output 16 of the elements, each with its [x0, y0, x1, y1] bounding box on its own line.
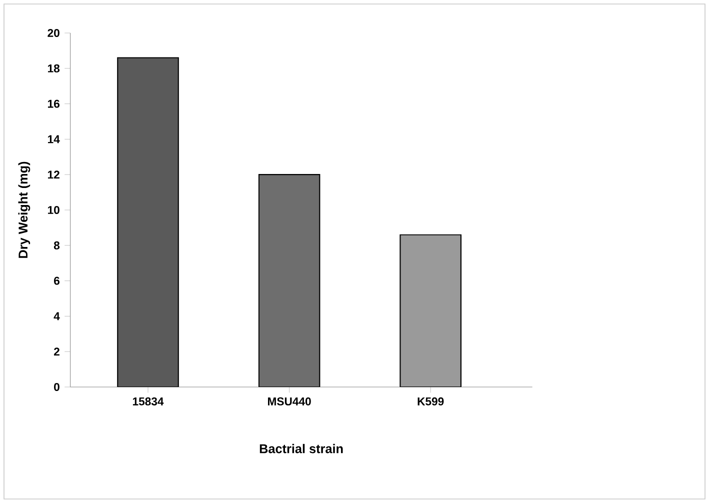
- y-tick-label: 2: [54, 348, 60, 356]
- y-tick-label: 4: [54, 312, 60, 320]
- x-tick-label: MSU440: [268, 397, 311, 406]
- y-tick-label: 6: [54, 276, 60, 285]
- y-tick-label: 8: [54, 241, 60, 250]
- y-tick-label: 10: [48, 206, 60, 214]
- x-axis-title: Bactrial strain: [260, 444, 343, 454]
- y-tick-label: 0: [54, 382, 60, 392]
- y-tick-label: 14: [48, 135, 60, 144]
- y-tick-label: 18: [48, 64, 60, 72]
- x-tick-label: 15834: [132, 397, 164, 406]
- y-tick-label: 12: [48, 170, 60, 179]
- y-axis-title: Dry Weight (mg): [18, 162, 30, 258]
- x-tick-label: K599: [418, 397, 444, 406]
- y-tick-label: 20: [48, 28, 60, 37]
- y-tick-label: 16: [48, 100, 60, 108]
